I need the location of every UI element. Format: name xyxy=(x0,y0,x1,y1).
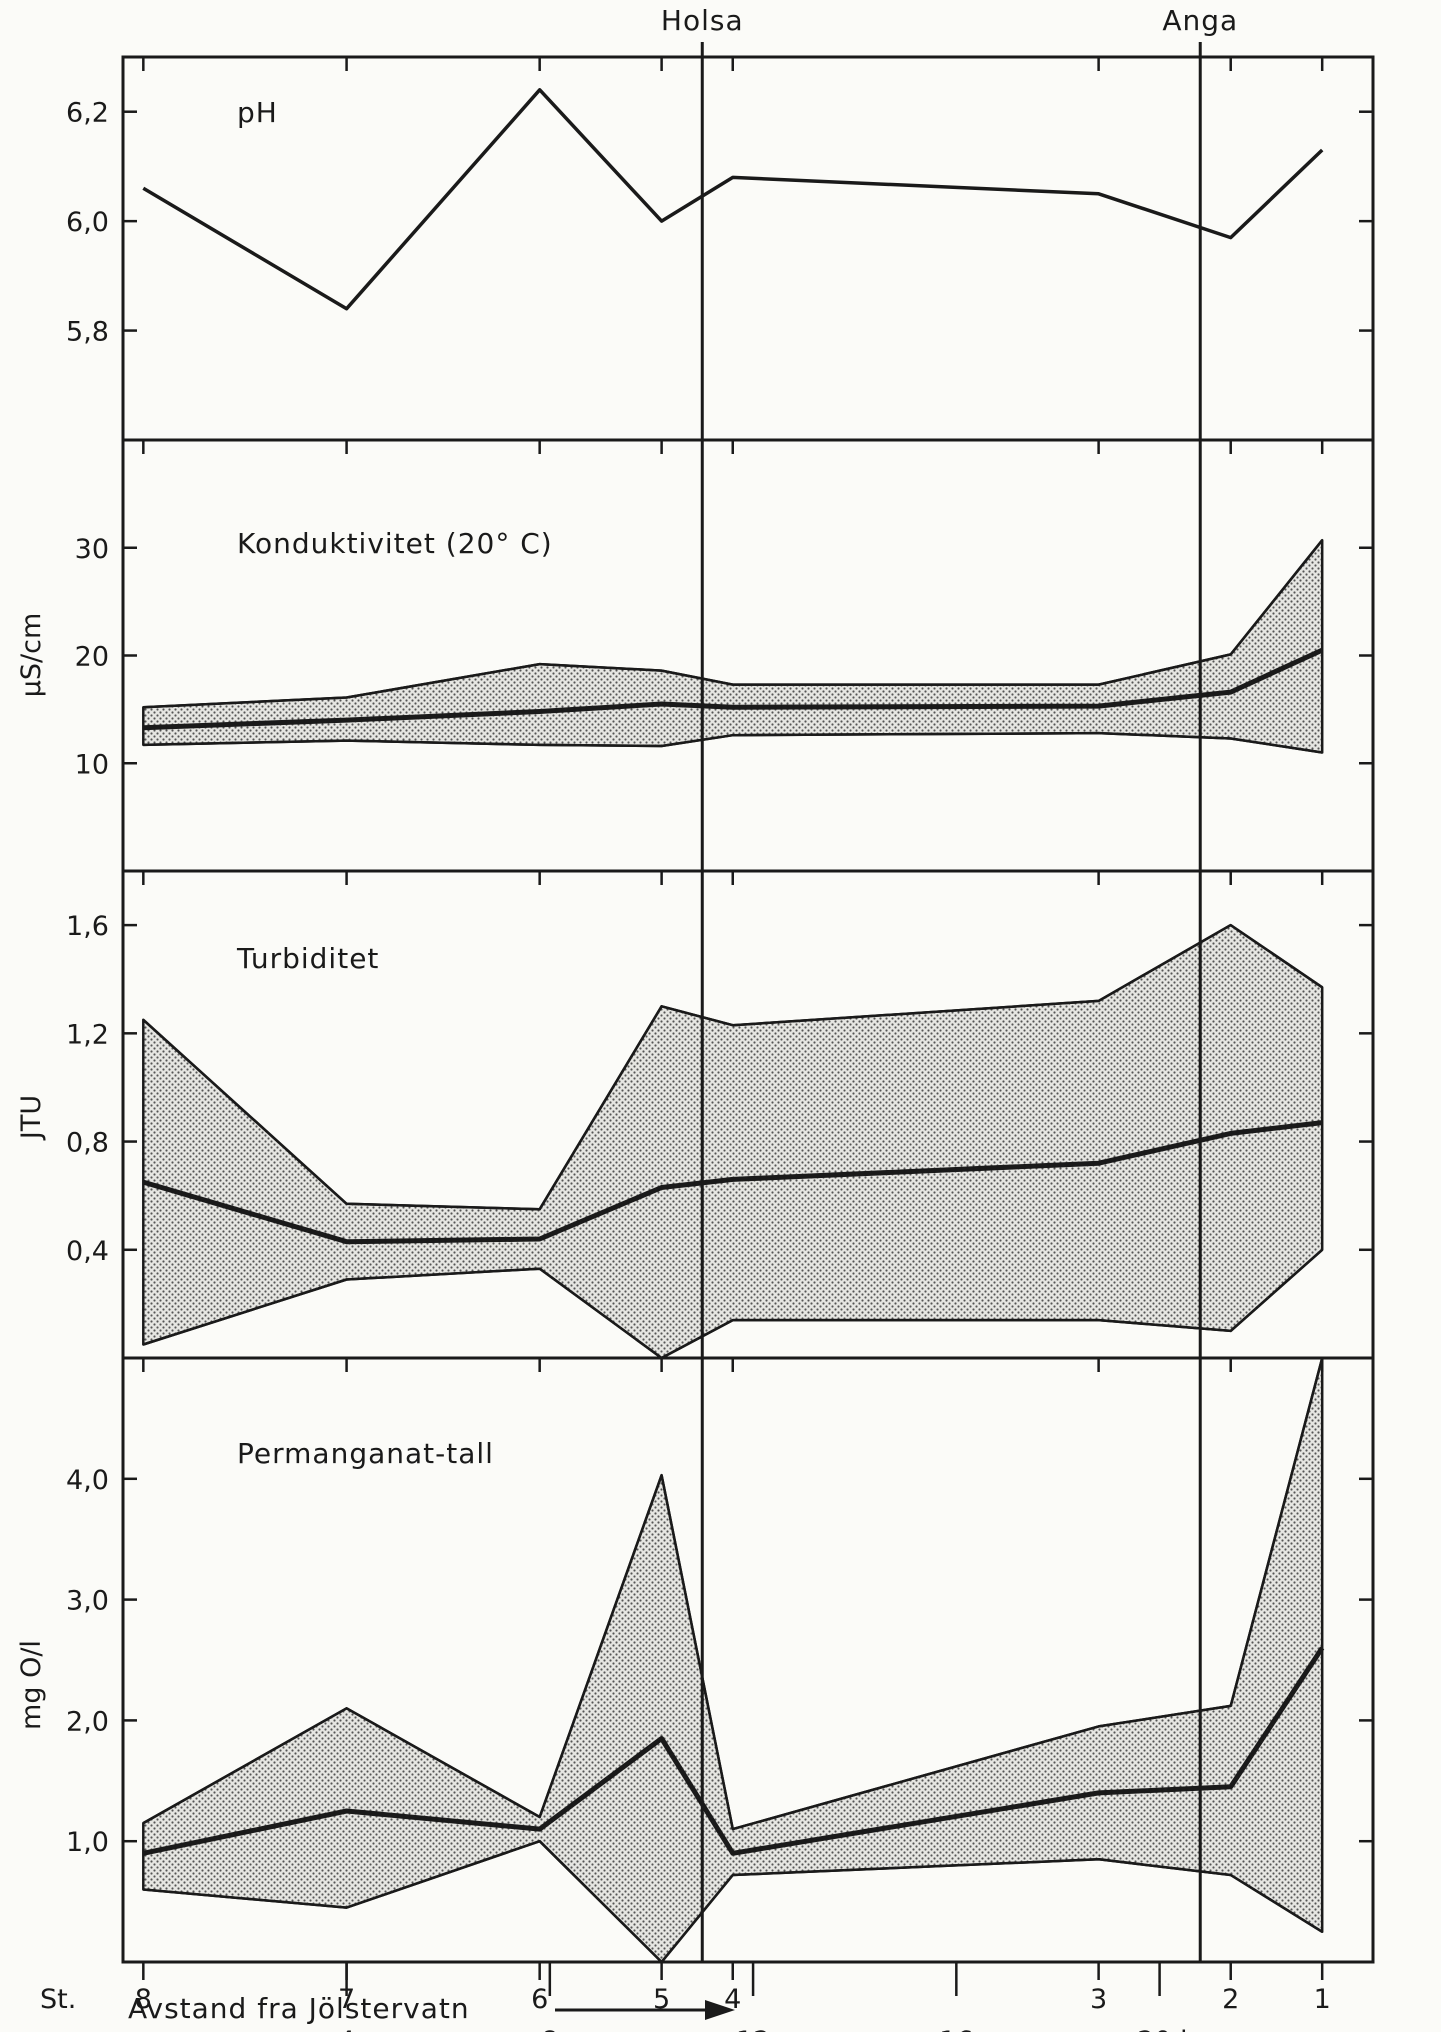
panel-turbiditet: 0,4 0,8 1,2 1,6 Turbiditet JTU xyxy=(16,869,1375,1360)
panel-frame-konduktivitet xyxy=(121,438,1375,873)
ytick-label-permanganat: 2,0 xyxy=(66,1706,109,1737)
distance-label-20: 20 km xyxy=(1137,2026,1222,2032)
panel-data-konduktivitet xyxy=(142,538,1324,754)
ytick-label-permanganat: 1,0 xyxy=(66,1827,109,1858)
ytick-label-turbiditet: 0,8 xyxy=(66,1128,109,1159)
station-label-1: 1 xyxy=(1314,1984,1331,2015)
panel-data-permanganat xyxy=(142,1358,1325,1962)
panel-frame-permanganat xyxy=(121,1356,1375,1964)
panel-ylabel-konduktivitet: µS/cm xyxy=(16,613,47,698)
station-label-5: 5 xyxy=(653,1984,670,2015)
min-line-permanganat xyxy=(143,1839,1323,1962)
ytick-label-turbiditet: 1,6 xyxy=(66,911,109,942)
panel-konduktivitet: 10 20 30 Konduktivitet (20° C) µS/cm xyxy=(16,438,1375,873)
ytick-label-permanganat: 4,0 xyxy=(66,1465,109,1496)
panel-title-konduktivitet: Konduktivitet (20° C) xyxy=(237,527,553,560)
ytick-label-ph: 6,2 xyxy=(66,98,109,129)
value-line-ph xyxy=(142,88,1324,311)
ytick-label-ph: 6,0 xyxy=(66,207,109,238)
ytick-label-ph: 5,8 xyxy=(66,317,109,348)
panel-title-ph: pH xyxy=(237,96,278,129)
distance-label-4: 4 xyxy=(338,2026,355,2032)
station-label-7: 7 xyxy=(338,1984,355,2015)
min-line-turbiditet xyxy=(142,1248,1324,1358)
xaxis-label: Avstand fra Jölstervatn xyxy=(128,1992,470,2025)
distance-label-16: 16 xyxy=(939,2026,973,2032)
min-line-konduktivitet xyxy=(143,731,1323,754)
distance-label-8: 8 xyxy=(541,2026,558,2032)
panel-permanganat: 1,0 2,0 3,0 4,0 Permanganat-tall mg O/l xyxy=(16,1356,1375,1964)
ytick-label-konduktivitet: 30 xyxy=(75,534,109,565)
max-line-turbiditet xyxy=(142,923,1323,1211)
mean-line-turbiditet xyxy=(142,1120,1323,1245)
ytick-label-turbiditet: 0,4 xyxy=(66,1236,109,1267)
station-axis-label: St. xyxy=(40,1984,76,2015)
panel-data-turbiditet xyxy=(142,923,1324,1358)
ytick-label-turbiditet: 1,2 xyxy=(66,1019,109,1050)
mean-line-konduktivitet xyxy=(143,647,1324,731)
panel-ylabel-turbiditet: JTU xyxy=(16,1095,47,1141)
panel-ylabel-permanganat: mg O/l xyxy=(16,1640,47,1730)
max-line-konduktivitet xyxy=(143,539,1324,709)
panel-frame-ph xyxy=(121,55,1375,442)
max-line-permanganat xyxy=(142,1358,1324,1831)
xaxis-arrow-head xyxy=(705,2000,735,2020)
reference-label-anga: Anga xyxy=(1162,4,1238,37)
panel-data-ph xyxy=(142,88,1324,311)
ytick-label-konduktivitet: 10 xyxy=(75,749,109,780)
station-label-2: 2 xyxy=(1222,1984,1239,2015)
panel-title-permanganat: Permanganat-tall xyxy=(237,1437,494,1470)
panel-title-turbiditet: Turbiditet xyxy=(236,942,379,975)
station-label-3: 3 xyxy=(1090,1984,1107,2015)
station-label-6: 6 xyxy=(531,1984,548,2015)
station-label-8: 8 xyxy=(135,1984,152,2015)
panel-ph: 5,8 6,0 6,2 pH xyxy=(66,55,1375,442)
reference-label-holsa: Holsa xyxy=(661,4,744,37)
station-label-4: 4 xyxy=(724,1984,741,2015)
ytick-label-konduktivitet: 20 xyxy=(75,642,109,673)
ytick-label-permanganat: 3,0 xyxy=(66,1586,109,1617)
range-band-turbiditet xyxy=(142,923,1324,1358)
distance-label-12: 12 xyxy=(736,2026,770,2032)
mean-line-permanganat xyxy=(142,1646,1325,1856)
